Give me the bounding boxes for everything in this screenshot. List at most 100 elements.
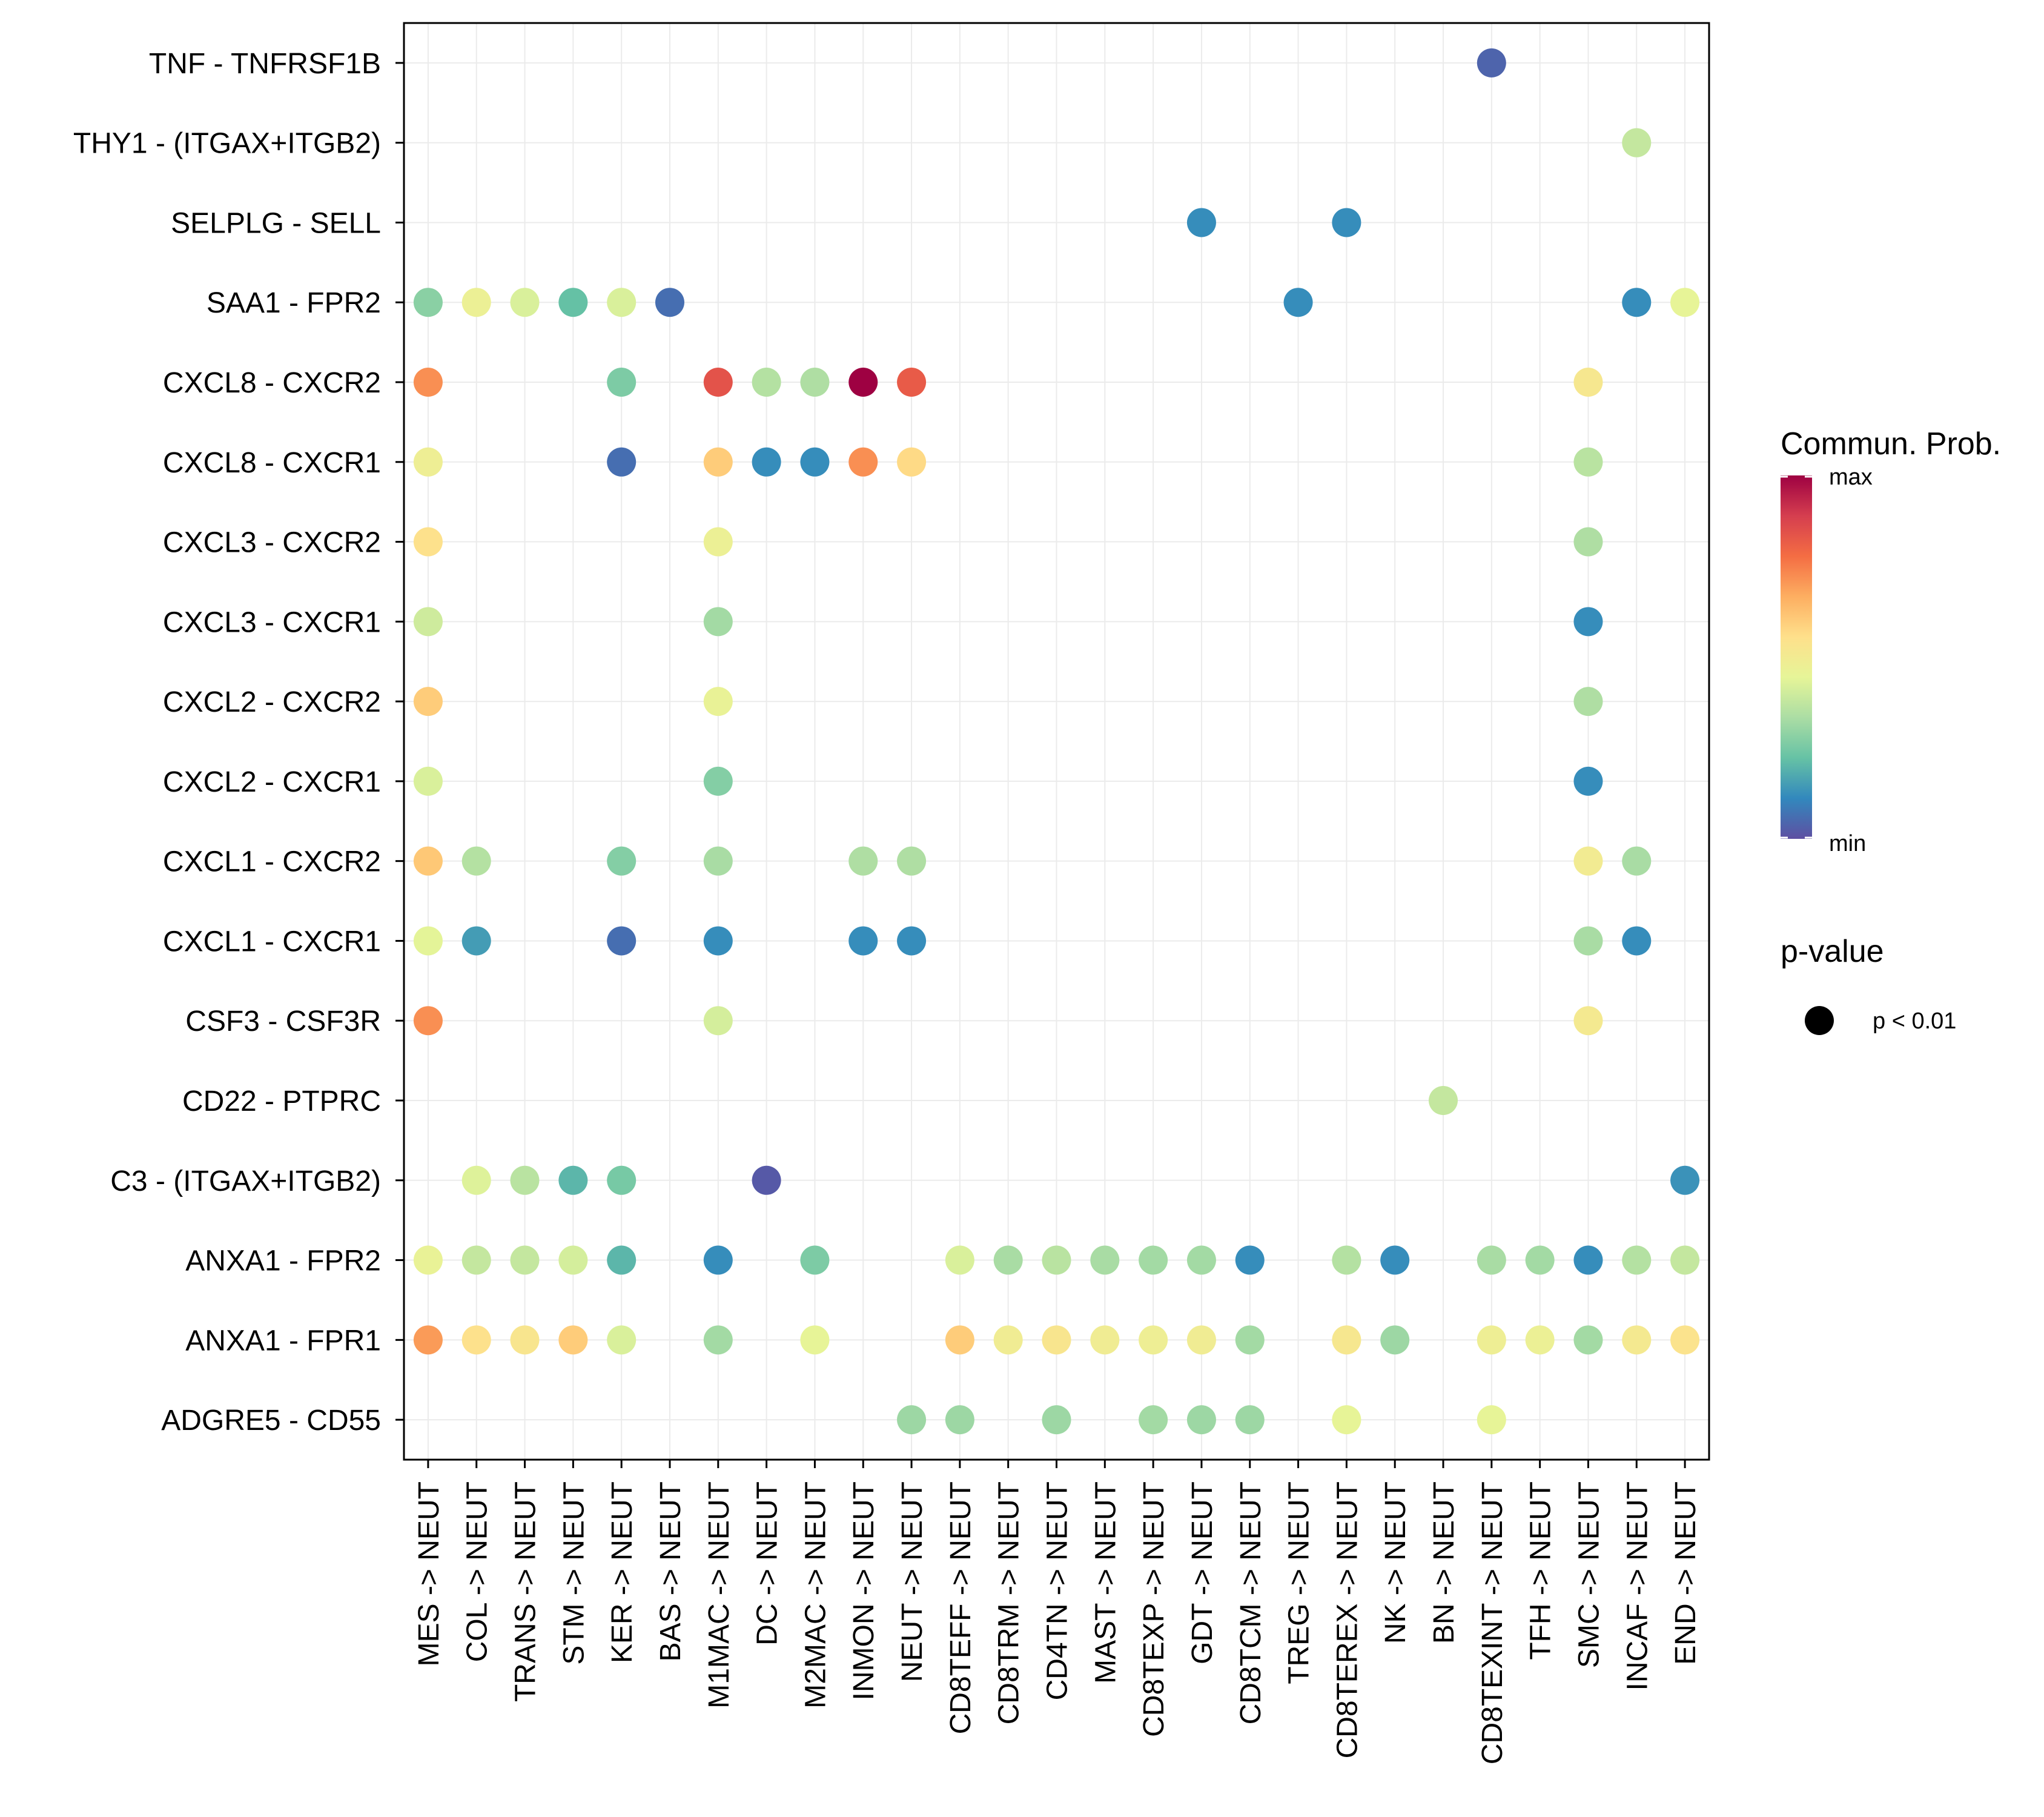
data-point — [413, 846, 443, 876]
data-point — [510, 288, 540, 317]
data-point — [413, 527, 443, 557]
data-point — [1573, 1325, 1603, 1355]
y-tick-label: CXCL3 - CXCR2 — [163, 527, 381, 559]
x-tick-label: M1MAC -> NEUT — [703, 1481, 735, 1709]
data-point — [703, 846, 733, 876]
data-point — [461, 288, 491, 317]
data-point — [1573, 527, 1603, 557]
y-axis: TNF - TNFRSF1B THY1 - (ITGAX+ITGB2) SELPLG… — [73, 48, 404, 1437]
data-point — [848, 447, 878, 477]
size-legend-label: p < 0.01 — [1873, 1008, 1956, 1034]
data-point — [945, 1245, 974, 1275]
data-point — [1186, 208, 1216, 237]
x-tick-label: INCAF -> NEUT — [1621, 1481, 1653, 1690]
data-point — [413, 368, 443, 397]
data-point — [1622, 1325, 1652, 1355]
data-point — [752, 1165, 781, 1195]
data-point — [897, 846, 927, 876]
data-point — [558, 1165, 588, 1195]
data-point — [1380, 1245, 1410, 1275]
data-point — [800, 1325, 830, 1355]
y-tick-label: CXCL2 - CXCR2 — [163, 686, 381, 718]
x-tick-label: CD8TEFF -> NEUT — [945, 1481, 977, 1734]
data-point — [607, 447, 637, 477]
data-point — [607, 1165, 637, 1195]
data-point — [1042, 1325, 1071, 1355]
y-tick-label: CXCL8 - CXCR1 — [163, 447, 381, 479]
data-point — [1573, 926, 1603, 956]
data-point — [1139, 1325, 1168, 1355]
x-tick-label: CD4TN -> NEUT — [1042, 1481, 1074, 1700]
data-point — [1235, 1245, 1265, 1275]
data-point — [1042, 1245, 1071, 1275]
y-tick-label: THY1 - (ITGAX+ITGB2) — [73, 128, 381, 160]
y-tick-label: ANXA1 - FPR2 — [185, 1245, 381, 1277]
data-point — [703, 1245, 733, 1275]
data-point — [945, 1405, 974, 1435]
data-point — [1670, 1245, 1700, 1275]
data-point — [1139, 1245, 1168, 1275]
x-tick-label: TFH -> NEUT — [1525, 1481, 1557, 1660]
data-point — [703, 447, 733, 477]
y-tick-label: C3 - (ITGAX+ITGB2) — [110, 1165, 381, 1197]
y-tick-label: ANXA1 - FPR1 — [185, 1325, 381, 1357]
y-tick-label: CD22 - PTPRC — [182, 1085, 381, 1117]
data-point — [1477, 1405, 1506, 1435]
x-tick-label: BAS -> NEUT — [655, 1481, 687, 1661]
x-tick-label: CD8TCM -> NEUT — [1235, 1481, 1267, 1724]
y-tick-label: CXCL1 - CXCR2 — [163, 846, 381, 878]
data-point — [413, 288, 443, 317]
data-point — [1042, 1405, 1071, 1435]
data-point — [1573, 607, 1603, 637]
data-point — [703, 687, 733, 717]
x-tick-label: INMON -> NEUT — [848, 1481, 880, 1700]
data-point — [461, 1165, 491, 1195]
data-point — [993, 1325, 1023, 1355]
data-point — [752, 447, 781, 477]
data-point — [1283, 288, 1313, 317]
data-point — [703, 766, 733, 796]
x-tick-label: MAST -> NEUT — [1090, 1481, 1122, 1684]
data-point — [1186, 1405, 1216, 1435]
data-point — [1525, 1325, 1555, 1355]
data-point — [1332, 1245, 1361, 1275]
data-point — [558, 1245, 588, 1275]
data-point — [703, 607, 733, 637]
data-point — [800, 1245, 830, 1275]
x-tick-label: NK -> NEUT — [1380, 1481, 1412, 1644]
x-tick-label: TRANS -> NEUT — [510, 1481, 542, 1702]
x-tick-label: CD8TRM -> NEUT — [993, 1481, 1025, 1724]
data-point — [1670, 1165, 1700, 1195]
y-tick-label: SELPLG - SELL — [171, 207, 381, 239]
data-point — [461, 926, 491, 956]
data-point — [413, 1006, 443, 1036]
data-point — [1235, 1325, 1265, 1355]
data-point — [703, 368, 733, 397]
y-tick-label: CXCL3 - CXCR1 — [163, 606, 381, 638]
data-point — [897, 926, 927, 956]
x-tick-label: KER -> NEUT — [606, 1481, 638, 1663]
data-point — [461, 1245, 491, 1275]
data-point — [461, 846, 491, 876]
data-point — [1622, 288, 1652, 317]
data-point — [703, 926, 733, 956]
data-point — [752, 368, 781, 397]
data-point — [558, 1325, 588, 1355]
colorbar-legend: Commun. Prob. max min — [1781, 426, 2001, 856]
data-point — [510, 1245, 540, 1275]
data-point — [1429, 1086, 1458, 1115]
data-point — [510, 1325, 540, 1355]
x-tick-label: TREG -> NEUT — [1283, 1481, 1315, 1684]
x-tick-label: STM -> NEUT — [558, 1481, 590, 1665]
data-point — [1573, 846, 1603, 876]
data-point — [607, 1325, 637, 1355]
data-point — [1090, 1245, 1120, 1275]
size-legend-key — [1805, 1006, 1834, 1035]
data-point — [1525, 1245, 1555, 1275]
data-point — [413, 1245, 443, 1275]
data-point — [1477, 1245, 1506, 1275]
data-point — [993, 1245, 1023, 1275]
data-point — [607, 846, 637, 876]
data-point — [1573, 447, 1603, 477]
